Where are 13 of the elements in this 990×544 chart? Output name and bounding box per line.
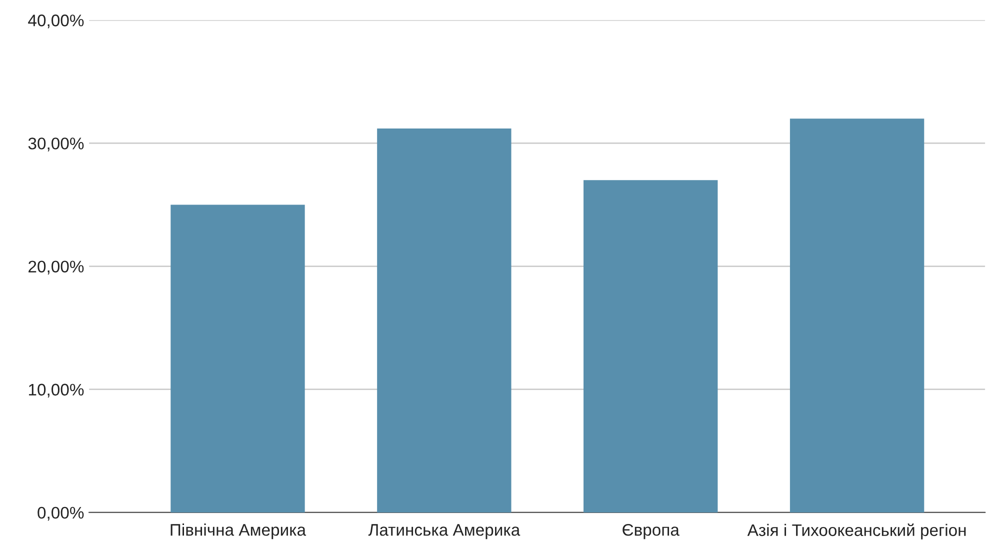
bar — [790, 118, 924, 512]
bar — [584, 180, 718, 512]
y-tick-label: 10,00% — [28, 384, 84, 398]
y-tick-label: 30,00% — [28, 138, 84, 152]
y-tick-label: 20,00% — [28, 260, 84, 274]
bar — [170, 204, 305, 512]
x-tick-label: Європа — [622, 524, 680, 540]
y-tick-label: 40,00% — [28, 14, 84, 28]
bar — [377, 128, 512, 512]
x-tick-label: Північна Америка — [170, 524, 306, 540]
x-tick-label: Азія і Тихоокеанський регіон — [747, 524, 966, 540]
y-tick-label: 0,00% — [38, 506, 84, 521]
x-tick-label: Латинська Америка — [368, 524, 520, 540]
